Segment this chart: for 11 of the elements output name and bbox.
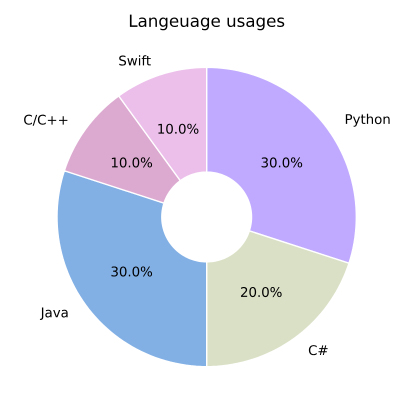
slice-label: C/C++ <box>24 114 68 126</box>
data-label: 30.0% <box>111 266 152 277</box>
data-label: 10.0% <box>158 124 198 134</box>
data-label: 10.0% <box>112 157 152 168</box>
slice-label: Swift <box>119 55 151 66</box>
slice-label: Java <box>40 308 68 320</box>
data-label: 30.0% <box>262 157 302 168</box>
chart-title: Langeuage usages <box>130 14 284 30</box>
data-label: 20.0% <box>240 286 282 298</box>
slice-label: C# <box>308 345 328 356</box>
slice-label: Python <box>346 114 390 127</box>
